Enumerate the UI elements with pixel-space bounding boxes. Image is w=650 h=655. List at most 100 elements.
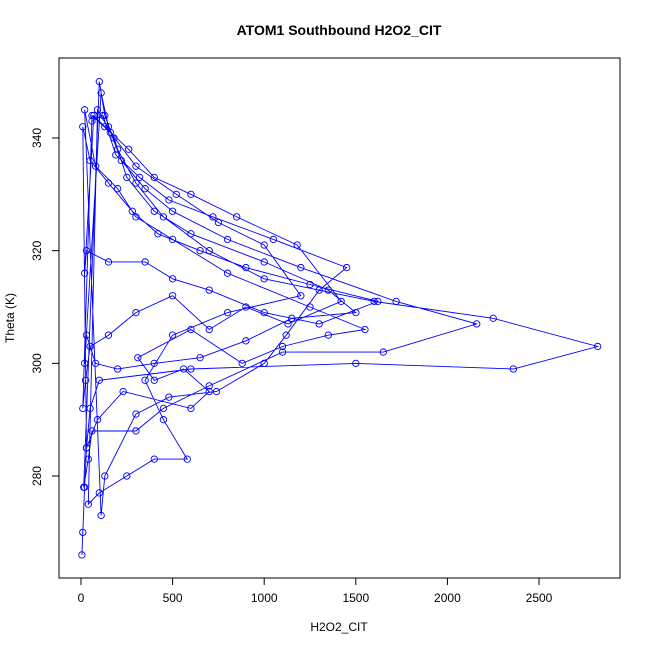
data-point bbox=[233, 213, 241, 221]
data-point bbox=[101, 123, 109, 131]
data-point bbox=[78, 551, 86, 559]
data-point bbox=[159, 404, 168, 413]
data-point bbox=[81, 376, 90, 384]
data-point bbox=[187, 325, 195, 334]
data-point bbox=[242, 303, 250, 311]
data-point bbox=[352, 359, 360, 368]
data-point bbox=[242, 337, 250, 345]
data-point bbox=[392, 297, 400, 306]
data-point bbox=[150, 376, 158, 384]
data-point bbox=[106, 128, 114, 137]
data-point bbox=[101, 111, 109, 120]
data-point bbox=[324, 331, 332, 339]
data-point bbox=[269, 235, 278, 244]
data-point bbox=[84, 455, 92, 463]
data-point bbox=[80, 483, 88, 491]
data-point bbox=[260, 275, 268, 283]
data-point bbox=[84, 500, 92, 508]
data-point bbox=[223, 308, 232, 317]
data-point bbox=[86, 342, 94, 351]
plot-frame bbox=[58, 57, 621, 579]
data-point bbox=[154, 230, 162, 238]
chart-title: ATOM1 Southbound H2O2_CIT bbox=[237, 22, 442, 38]
data-point bbox=[150, 359, 158, 368]
data-point bbox=[132, 179, 140, 187]
data-point bbox=[187, 404, 195, 413]
data-point bbox=[79, 404, 87, 413]
data-point bbox=[205, 286, 213, 294]
data-point bbox=[104, 179, 113, 187]
data-point bbox=[88, 427, 96, 435]
data-point bbox=[95, 376, 103, 384]
data-point bbox=[88, 111, 96, 120]
data-point bbox=[97, 511, 105, 520]
y-tick-label: 280 bbox=[30, 466, 44, 486]
data-point bbox=[187, 190, 195, 198]
data-point bbox=[187, 230, 195, 238]
y-tick-label: 320 bbox=[30, 240, 44, 260]
data-point bbox=[82, 444, 91, 452]
data-point bbox=[141, 185, 149, 193]
data-point bbox=[342, 263, 351, 272]
data-point bbox=[141, 258, 149, 266]
data-point bbox=[135, 173, 144, 182]
x-axis-label: H2O2_CIT bbox=[310, 620, 368, 634]
data-point bbox=[128, 207, 136, 215]
data-point bbox=[179, 365, 188, 373]
data-point bbox=[196, 354, 204, 362]
data-point bbox=[205, 247, 213, 255]
data-point bbox=[132, 213, 140, 221]
data-point bbox=[352, 308, 360, 317]
data-point bbox=[223, 269, 232, 277]
data-point bbox=[79, 528, 87, 537]
data-point bbox=[80, 269, 89, 277]
data-point bbox=[284, 320, 292, 328]
data-point bbox=[238, 359, 246, 368]
data-point bbox=[187, 365, 195, 373]
series-line bbox=[81, 81, 600, 555]
data-point bbox=[110, 134, 118, 142]
y-axis-label: Theta (K) bbox=[3, 293, 17, 343]
y-tick-label: 340 bbox=[30, 128, 44, 148]
data-point bbox=[95, 78, 103, 86]
data-point bbox=[97, 89, 105, 97]
data-point bbox=[260, 359, 268, 368]
data-point bbox=[205, 325, 213, 334]
data-point bbox=[124, 145, 133, 153]
data-point bbox=[361, 325, 369, 334]
data-point bbox=[150, 173, 158, 182]
x-tick-label: 0 bbox=[78, 591, 85, 605]
data-point bbox=[80, 359, 89, 368]
data-point bbox=[134, 354, 142, 362]
y-tick-label: 300 bbox=[30, 353, 44, 373]
data-point bbox=[242, 263, 250, 272]
data-point bbox=[93, 106, 102, 114]
data-point bbox=[379, 348, 387, 356]
data-point bbox=[473, 320, 481, 328]
data-point bbox=[93, 416, 102, 424]
data-point bbox=[80, 106, 89, 114]
data-point bbox=[132, 427, 140, 435]
data-point bbox=[91, 162, 100, 170]
data-point bbox=[165, 393, 173, 401]
x-tick-label: 2500 bbox=[526, 591, 553, 605]
data-point bbox=[278, 348, 287, 356]
data-point bbox=[293, 241, 301, 249]
data-point bbox=[168, 275, 177, 283]
data-point bbox=[159, 416, 168, 424]
data-point bbox=[288, 314, 296, 322]
data-point bbox=[113, 185, 122, 193]
data-point bbox=[209, 213, 217, 221]
data-point bbox=[489, 314, 497, 322]
data-point bbox=[112, 151, 120, 159]
x-tick-label: 500 bbox=[163, 591, 183, 605]
data-point bbox=[168, 331, 177, 339]
data-point bbox=[150, 207, 158, 215]
data-point bbox=[117, 156, 125, 165]
data-point bbox=[223, 235, 232, 244]
data-point bbox=[132, 410, 140, 418]
data-point bbox=[123, 173, 131, 182]
data-point bbox=[315, 320, 323, 328]
data-point bbox=[306, 280, 314, 289]
